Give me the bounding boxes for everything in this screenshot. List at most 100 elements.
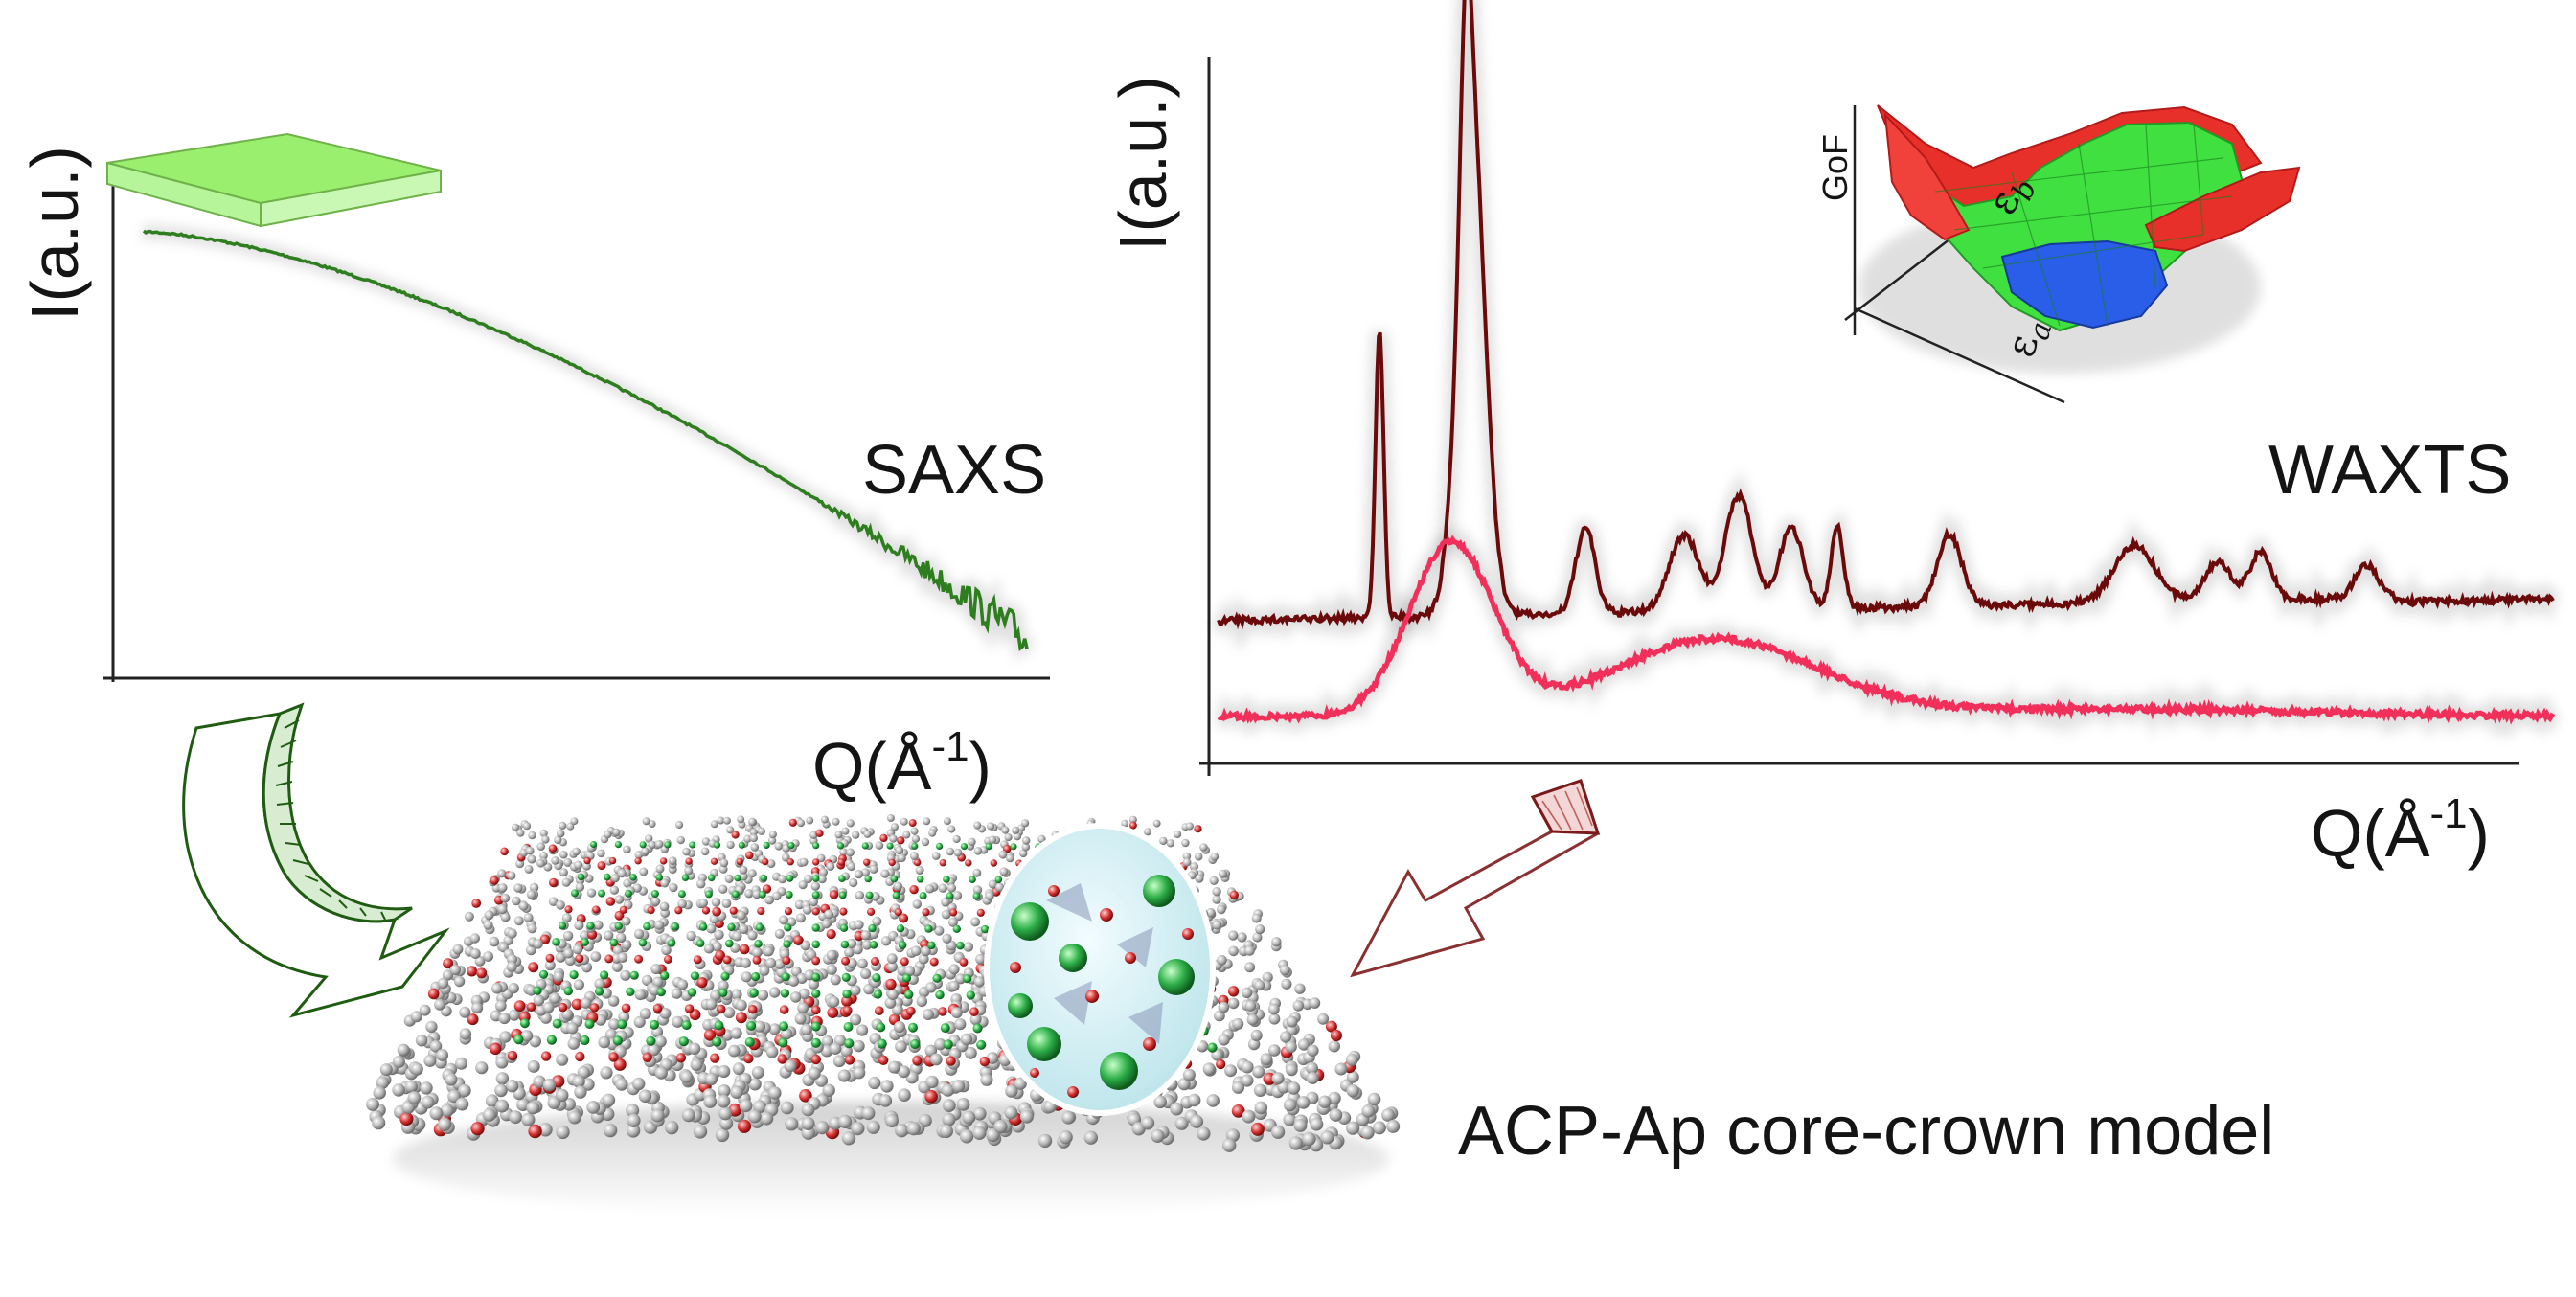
atom	[616, 932, 627, 944]
atom	[1271, 1072, 1285, 1085]
crystal-atom	[778, 1037, 788, 1048]
crystal-atom	[843, 1006, 853, 1015]
atom	[1244, 962, 1256, 973]
atom	[748, 817, 757, 827]
atom	[539, 852, 548, 860]
atom	[1253, 1083, 1267, 1098]
waxts-label: WAXTS	[2268, 432, 2512, 509]
crystal-atom	[614, 841, 623, 849]
atom	[686, 930, 696, 942]
atom	[941, 1083, 955, 1097]
atom	[796, 913, 806, 923]
atom	[972, 885, 983, 895]
atom	[906, 1122, 921, 1136]
atom	[529, 882, 539, 893]
crystal-atom	[655, 874, 664, 881]
atom	[572, 847, 581, 856]
crystal-atom	[779, 1005, 789, 1014]
crystal-atom	[875, 1006, 884, 1015]
atom	[542, 1078, 557, 1092]
atom	[751, 1066, 764, 1080]
atom	[623, 845, 631, 854]
atom	[712, 906, 721, 917]
crystal-atom	[752, 955, 762, 965]
crystal-atom	[720, 971, 730, 981]
atom	[703, 943, 715, 954]
atom	[1194, 825, 1202, 833]
atom	[497, 904, 508, 915]
atom	[1328, 1040, 1341, 1053]
atom	[563, 857, 573, 867]
atom	[509, 1110, 523, 1125]
crystal-atom	[969, 1007, 979, 1016]
atom	[852, 831, 860, 839]
atom	[826, 964, 837, 975]
atom	[948, 964, 960, 975]
atom	[539, 829, 548, 838]
atom	[847, 862, 856, 872]
atom	[884, 997, 897, 1009]
atom	[925, 982, 937, 993]
atom	[586, 1101, 601, 1114]
atom	[780, 1028, 793, 1040]
crystal-atom	[704, 890, 713, 899]
atom	[892, 1004, 903, 1016]
atom	[973, 847, 983, 855]
atom	[675, 820, 684, 830]
atom	[960, 1033, 973, 1046]
crystal-atom	[538, 969, 549, 979]
crystal-row	[861, 842, 889, 1066]
crystal-atom	[685, 857, 693, 865]
atom	[844, 947, 855, 958]
atom	[928, 829, 937, 837]
crystal-atom	[552, 938, 560, 946]
atom	[959, 1129, 974, 1144]
crystal-atom	[919, 892, 927, 900]
atom	[947, 825, 956, 833]
crystal-atom	[546, 1035, 558, 1045]
atom	[762, 884, 772, 894]
atom	[373, 1086, 387, 1100]
crystal-atom	[976, 908, 985, 917]
atom	[453, 975, 466, 988]
atom	[897, 836, 905, 845]
atom	[759, 965, 770, 976]
crystal-atom	[552, 1018, 562, 1029]
crystal-atom	[979, 1056, 990, 1067]
atom	[752, 889, 762, 899]
atom	[802, 904, 812, 915]
atom	[397, 1043, 410, 1057]
atom	[745, 851, 754, 860]
crystal-atom	[713, 841, 721, 849]
atom	[846, 819, 855, 828]
crystal-atom	[712, 1036, 722, 1047]
atom	[715, 949, 725, 961]
crystal-atom	[837, 858, 845, 866]
crystal-atom	[594, 987, 604, 996]
atom	[491, 983, 503, 994]
atom	[614, 895, 625, 904]
atom	[918, 953, 929, 965]
atom	[1318, 1095, 1332, 1108]
crystal-atom	[811, 989, 821, 999]
atom	[747, 930, 758, 941]
atom	[455, 1097, 469, 1111]
atom	[853, 1066, 866, 1080]
atom	[489, 936, 500, 947]
crystal-atom	[840, 940, 850, 949]
atom	[574, 860, 583, 870]
atom	[855, 890, 865, 900]
crystal-atom	[927, 941, 936, 950]
atom	[513, 1000, 526, 1013]
crystal-atom	[811, 891, 820, 899]
atom	[1128, 815, 1137, 824]
crystal-atom	[872, 973, 881, 983]
crystal-atom	[912, 1056, 923, 1066]
atom	[1209, 876, 1219, 886]
crystal-atom	[946, 1056, 956, 1066]
crystal-atom	[625, 889, 632, 898]
atom	[696, 977, 708, 989]
crystal-atom	[751, 971, 761, 982]
atom	[970, 917, 981, 927]
atom	[834, 831, 843, 839]
